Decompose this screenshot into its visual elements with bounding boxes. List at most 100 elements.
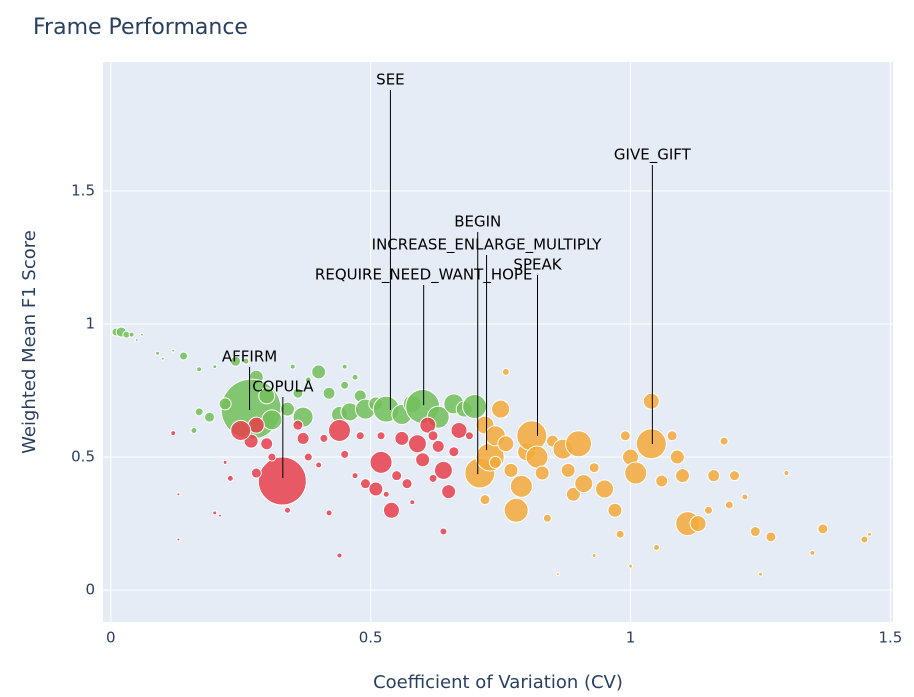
bubble xyxy=(280,401,296,417)
bubble xyxy=(170,430,177,437)
x-tick-label: 0.5 xyxy=(359,629,383,647)
bubble xyxy=(327,418,351,442)
bubble xyxy=(428,473,438,483)
y-axis-title: Weighted Mean F1 Score xyxy=(19,230,40,454)
bubble xyxy=(441,484,457,500)
bubble xyxy=(407,434,427,454)
bubble xyxy=(382,490,390,498)
bubble xyxy=(369,450,393,474)
bubble xyxy=(368,481,384,497)
bubble xyxy=(260,437,274,451)
bubble xyxy=(226,474,234,482)
bubble xyxy=(501,367,510,376)
bubble xyxy=(304,376,312,384)
annotation-label: SEE xyxy=(376,71,404,89)
bubble xyxy=(809,549,816,556)
bubble xyxy=(394,430,410,446)
bubble xyxy=(669,449,685,465)
x-tick-label: 0 xyxy=(106,629,116,647)
chart-title: Frame Performance xyxy=(33,15,248,40)
bubble xyxy=(689,515,707,533)
bubble xyxy=(355,431,365,441)
bubble xyxy=(319,433,329,443)
annotation-label: COPULA xyxy=(252,378,314,396)
bubble xyxy=(419,416,437,434)
bubble xyxy=(222,459,228,465)
bubble xyxy=(655,474,669,488)
bubble xyxy=(635,428,667,460)
bubble xyxy=(653,544,661,552)
bubble xyxy=(619,430,631,442)
bubble xyxy=(867,531,873,537)
bubble xyxy=(462,394,488,420)
x-tick-label: 1 xyxy=(626,629,636,647)
bubble xyxy=(261,409,283,431)
bubble xyxy=(675,468,691,484)
bubble xyxy=(376,431,386,441)
bubble xyxy=(497,435,515,453)
bubble xyxy=(588,462,600,474)
bubble xyxy=(607,502,623,518)
bubble xyxy=(415,452,431,468)
bubble xyxy=(190,426,198,434)
bubble xyxy=(340,380,350,390)
annotation-label: INCREASE_ENLARGE_MULTIPLY xyxy=(372,236,603,255)
bubble xyxy=(464,431,474,441)
bubble xyxy=(439,527,448,536)
bubble xyxy=(724,500,734,510)
bubble xyxy=(765,531,777,543)
bubble xyxy=(230,419,252,441)
bubble xyxy=(284,506,292,514)
bubble xyxy=(296,431,310,445)
bubble xyxy=(155,350,161,356)
bubble xyxy=(860,535,869,544)
annotation-label: SPEAK xyxy=(513,256,562,274)
bubble xyxy=(450,421,468,439)
bubble xyxy=(258,387,276,405)
bubble xyxy=(325,509,333,517)
bubble xyxy=(311,364,327,380)
bubble xyxy=(448,446,460,458)
bubble xyxy=(267,452,277,462)
bubble xyxy=(292,419,304,431)
bubble xyxy=(212,510,218,516)
bubble xyxy=(707,469,721,483)
bubble xyxy=(341,363,348,370)
bubble xyxy=(431,439,445,453)
bubble xyxy=(783,470,790,477)
bubble xyxy=(488,455,502,469)
bubble xyxy=(491,399,511,419)
bubble xyxy=(433,460,453,480)
bubble xyxy=(525,445,549,469)
bubble xyxy=(289,363,296,370)
bubble xyxy=(359,478,371,490)
bubble xyxy=(666,430,678,442)
bubble xyxy=(382,501,400,519)
bubble xyxy=(749,526,761,538)
bubble xyxy=(560,462,576,478)
bubble xyxy=(555,572,560,577)
bubble xyxy=(642,392,660,410)
bubble xyxy=(503,497,529,523)
bubble xyxy=(401,478,413,490)
bubble xyxy=(542,513,552,523)
bubble xyxy=(194,407,204,417)
bubble xyxy=(204,411,216,423)
bubble xyxy=(217,513,222,518)
bubble xyxy=(817,523,829,535)
bubble xyxy=(340,449,350,459)
bubble xyxy=(391,470,403,482)
bubble xyxy=(595,479,615,499)
bubble xyxy=(315,461,323,469)
bubble xyxy=(565,486,581,502)
y-tick-label: 1 xyxy=(85,315,95,333)
bubble xyxy=(351,472,359,480)
x-axis-title: Coefficient of Variation (CV) xyxy=(373,672,623,693)
bubble xyxy=(134,338,139,343)
bubble xyxy=(565,430,593,458)
bubble xyxy=(212,364,218,370)
bubble xyxy=(509,474,533,498)
bubble xyxy=(703,505,713,515)
bubble xyxy=(728,470,740,482)
